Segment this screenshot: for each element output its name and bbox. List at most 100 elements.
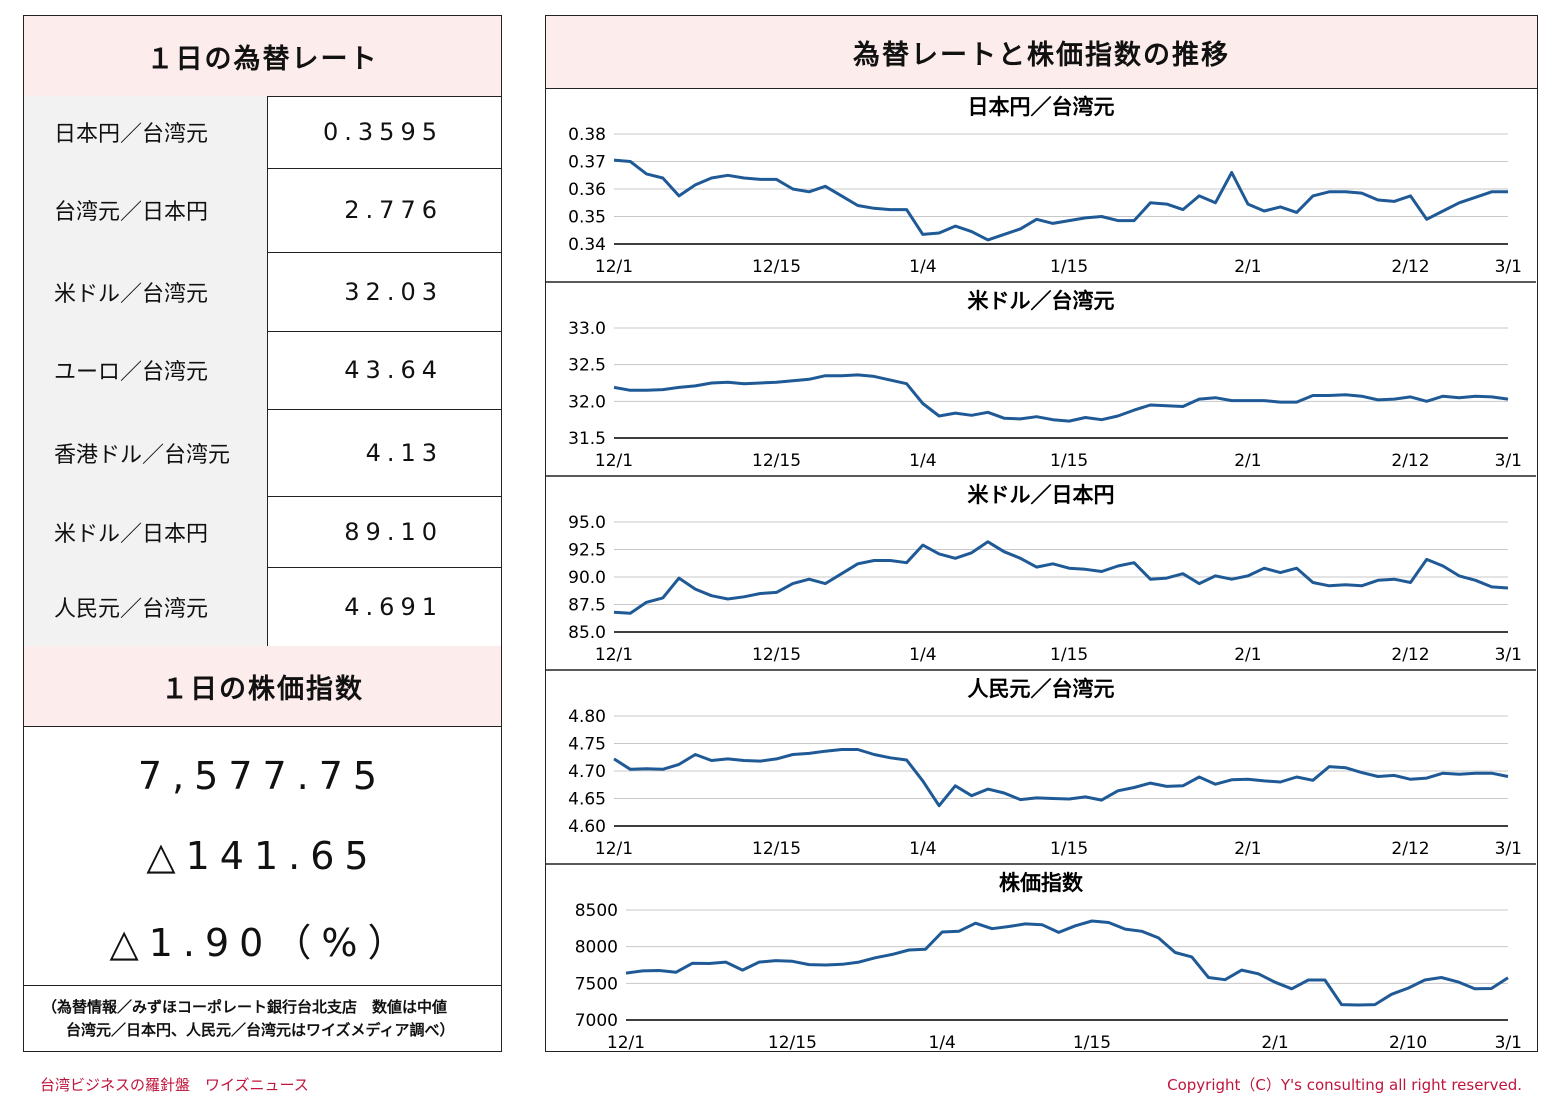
chart-title: 人民元／台湾元 [968, 677, 1115, 701]
fx-rate-value: 89.10 [344, 517, 443, 546]
x-tick-label: 2/1 [1234, 839, 1261, 859]
x-tick-label: 2/12 [1391, 257, 1429, 277]
x-tick-label: 3/1 [1495, 645, 1522, 665]
x-tick-label: 1/15 [1050, 839, 1088, 859]
stock-change-pct: △1.90（%） [109, 921, 416, 965]
y-tick-label: 4.70 [568, 762, 606, 782]
x-tick-label: 2/1 [1234, 645, 1261, 665]
y-tick-label: 0.34 [568, 235, 606, 255]
y-tick-label: 32.0 [568, 392, 606, 412]
x-tick-label: 1/4 [929, 1033, 956, 1050]
y-tick-label: 87.5 [568, 596, 606, 616]
y-tick-label: 7000 [575, 1011, 618, 1031]
x-tick-label: 12/15 [752, 257, 801, 277]
source-note-1: （為替情報／みずほコーポレート銀行台北支店 数値は中値 [42, 998, 448, 1016]
x-tick-label: 2/12 [1391, 451, 1429, 471]
x-tick-label: 1/15 [1050, 257, 1088, 277]
fx-rate-row: 人民元／台湾元 4.691 [24, 567, 501, 647]
y-tick-label: 85.0 [568, 623, 606, 643]
x-tick-label: 3/1 [1495, 451, 1522, 471]
x-tick-label: 12/1 [595, 645, 633, 665]
fx-rate-value: 43.64 [344, 356, 443, 384]
chart-1: 米ドル／台湾元 33.0 32.5 32.0 31.512/1 12/15 1/4 1/15 2… [546, 281, 1536, 471]
fx-rate-label: 米ドル／台湾元 [24, 252, 268, 331]
fx-title: １日の為替レート [24, 16, 501, 97]
fx-rate-label: 台湾元／日本円 [24, 168, 268, 252]
series-line [613, 158, 1508, 242]
series-line [625, 919, 1509, 1007]
y-tick-label: 0.37 [568, 153, 606, 173]
fx-rate-label: 人民元／台湾元 [24, 567, 268, 646]
y-tick-label: 0.38 [568, 125, 606, 145]
fx-rate-value: 4.691 [344, 592, 443, 621]
stock-change: △141.65 [146, 834, 379, 878]
stock-value: 7,577.75 [137, 754, 388, 798]
y-tick-label: 4.60 [568, 817, 606, 837]
x-tick-label: 3/1 [1495, 1033, 1522, 1050]
x-tick-label: 3/1 [1495, 257, 1522, 277]
y-tick-label: 0.35 [568, 208, 606, 228]
chart-title: 米ドル／台湾元 [968, 289, 1115, 313]
fx-rate-value: 4.13 [365, 438, 443, 467]
footer-brand: 台湾ビジネスの羅針盤 ワイズニュース [40, 1076, 309, 1094]
y-tick-label: 90.0 [568, 568, 606, 588]
x-tick-label: 12/1 [595, 451, 633, 471]
x-tick-label: 3/1 [1495, 839, 1522, 859]
chart-2: 米ドル／日本円 95.0 92.5 90.0 87.5 85.012/1 12/15 1/4 1… [546, 475, 1536, 665]
fx-rate-row: 米ドル／日本円 89.10 [24, 496, 501, 568]
y-tick-label: 31.5 [568, 429, 606, 449]
fx-rate-value: 32.03 [344, 277, 443, 306]
x-tick-label: 2/12 [1391, 839, 1429, 859]
x-tick-label: 12/1 [595, 257, 633, 277]
x-tick-label: 12/15 [752, 839, 801, 859]
y-tick-label: 0.36 [568, 180, 606, 200]
series-line [613, 748, 1509, 808]
x-tick-label: 1/15 [1050, 451, 1088, 471]
x-tick-label: 1/4 [909, 451, 936, 471]
chart-title: 日本円／台湾元 [968, 95, 1115, 119]
x-tick-label: 2/1 [1261, 1033, 1288, 1050]
y-tick-label: 4.80 [568, 707, 606, 727]
fx-rate-label: 米ドル／日本円 [24, 496, 268, 567]
x-tick-label: 1/4 [909, 839, 936, 859]
fx-rate-value: 0.3595 [323, 118, 443, 146]
y-tick-label: 4.65 [568, 790, 606, 810]
x-tick-label: 2/1 [1234, 451, 1261, 471]
y-tick-label: 8000 [575, 938, 618, 958]
y-tick-label: 95.0 [568, 513, 606, 533]
chart-title: 米ドル／日本円 [968, 483, 1115, 507]
x-tick-label: 12/15 [752, 451, 801, 471]
fx-rate-label: ユーロ／台湾元 [24, 331, 268, 409]
fx-info-panel: １日の為替レート 日本円／台湾元 0.3595 台湾元／日本円 2.776 米ドル／台湾… [23, 15, 502, 1052]
x-tick-label: 12/1 [607, 1033, 645, 1050]
y-tick-label: 32.5 [568, 356, 606, 376]
x-tick-label: 1/15 [1073, 1033, 1111, 1050]
series-line [613, 373, 1509, 423]
x-tick-label: 12/15 [768, 1033, 817, 1050]
x-tick-label: 1/4 [909, 257, 936, 277]
x-tick-label: 2/12 [1391, 645, 1429, 665]
fx-rate-label: 香港ドル／台湾元 [24, 409, 268, 496]
source-note-2: 台湾元／日本円、人民元／台湾元はワイズメディア調べ） [66, 1021, 455, 1039]
x-tick-label: 12/1 [595, 839, 633, 859]
fx-rate-row: 米ドル／台湾元 32.03 [24, 252, 501, 332]
fx-rate-row: 台湾元／日本円 2.776 [24, 168, 501, 253]
x-tick-label: 12/15 [752, 645, 801, 665]
x-tick-label: 1/15 [1050, 645, 1088, 665]
fx-rate-row: ユーロ／台湾元 43.64 [24, 331, 501, 410]
chart-4: 株価指数 8500 8000 7500 7000 12/1 12/15 1/4 1/15 2/1 2… [546, 863, 1536, 1050]
y-tick-label: 7500 [575, 974, 618, 994]
fx-rate-row: 香港ドル／台湾元 4.13 [24, 409, 501, 497]
chart-title: 株価指数 [999, 871, 1084, 895]
x-tick-label: 2/10 [1389, 1033, 1427, 1050]
trend-title: 為替レートと株価指数の推移 [546, 16, 1537, 89]
y-tick-label: 4.75 [568, 735, 606, 755]
fx-rate-label: 日本円／台湾元 [24, 96, 268, 168]
footer-copyright: Copyright（C）Y's consulting all right res… [1167, 1076, 1522, 1094]
y-tick-label: 92.5 [568, 541, 606, 561]
y-tick-label: 8500 [575, 901, 618, 921]
y-tick-label: 33.0 [568, 319, 606, 339]
